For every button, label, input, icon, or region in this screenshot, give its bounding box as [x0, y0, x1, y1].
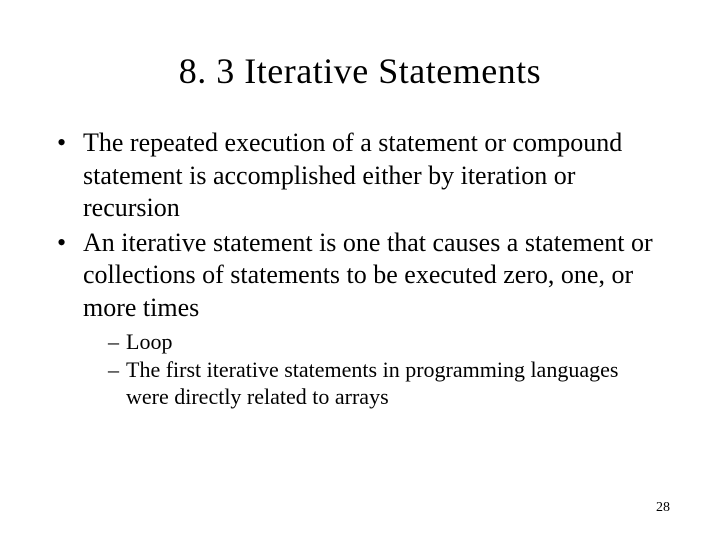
bullet-list: The repeated execution of a statement or… [55, 127, 665, 411]
sub-bullet-item: Loop [108, 328, 665, 356]
slide-title: 8. 3 Iterative Statements [55, 50, 665, 92]
slide-container: 8. 3 Iterative Statements The repeated e… [0, 0, 720, 540]
sub-bullet-text: Loop [126, 329, 172, 354]
slide-body: The repeated execution of a statement or… [55, 127, 665, 411]
bullet-text: The repeated execution of a statement or… [83, 128, 622, 222]
sub-bullet-list: Loop The first iterative statements in p… [83, 328, 665, 411]
bullet-text: An iterative statement is one that cause… [83, 228, 653, 322]
sub-bullet-item: The first iterative statements in progra… [108, 356, 665, 411]
bullet-item: The repeated execution of a statement or… [55, 127, 665, 225]
sub-bullet-text: The first iterative statements in progra… [126, 357, 618, 410]
bullet-item: An iterative statement is one that cause… [55, 227, 665, 411]
page-number: 28 [656, 500, 670, 516]
